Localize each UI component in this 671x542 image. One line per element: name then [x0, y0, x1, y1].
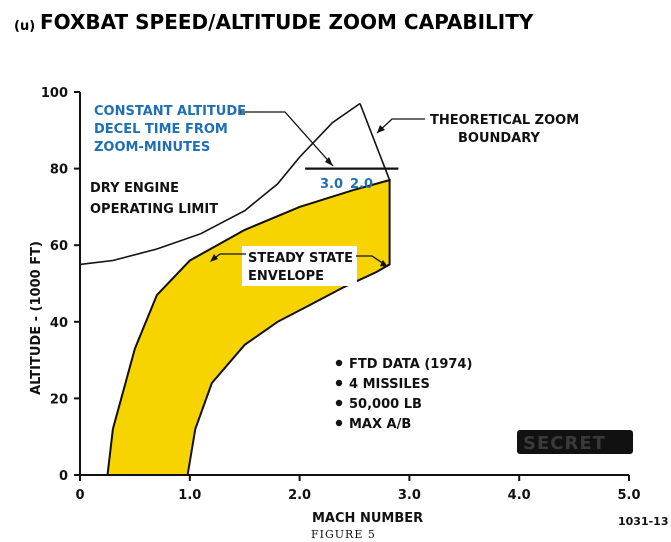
dry-engine-annotation: DRY ENGINE OPERATING LIMIT [90, 181, 218, 217]
envelope-layer [106, 178, 391, 476]
decel-arrowhead [325, 157, 333, 166]
y-tick-label: 100 [41, 86, 68, 101]
zoom-arrowhead [377, 125, 385, 133]
y-tick-label: 80 [50, 163, 68, 178]
classification-stamp: SECRET [517, 430, 633, 454]
title-prefix: (u) [14, 19, 35, 34]
bullet-icon [335, 419, 343, 427]
x-tick-label: 4.0 [508, 488, 531, 503]
steady-state-line-2: ENVELOPE [248, 269, 324, 284]
x-tick-label: 1.0 [178, 488, 201, 503]
decel-label-line-3: ZOOM-MINUTES [94, 140, 210, 155]
dry-engine-line-2: OPERATING LIMIT [90, 202, 218, 217]
zoom-leader-line [376, 118, 425, 134]
bullet-icon [335, 399, 343, 407]
steady-state-envelope-area [106, 178, 391, 476]
bullet-icon [335, 359, 343, 367]
x-axis-label: MACH NUMBER [312, 511, 423, 526]
y-axis-label: ALTITUDE - (1000 FT) [29, 241, 44, 395]
steady-arrow-left [210, 254, 218, 262]
dry-engine-line-1: DRY ENGINE [90, 181, 179, 196]
decel-label-line-1: CONSTANT ALTITUDE [94, 104, 246, 119]
x-tick-label: 3.0 [398, 488, 421, 503]
y-tick-label: 20 [50, 392, 68, 407]
dry-engine-operating-limit-line [79, 102, 361, 266]
x-tick-label: 5.0 [617, 488, 640, 503]
decel-time-annotation: CONSTANT ALTITUDE DECEL TIME FROM ZOOM-M… [94, 104, 373, 192]
document-number: 1031-13 [618, 515, 669, 528]
stamp-background [517, 430, 633, 454]
theoretical-zoom-boundary-line [359, 103, 391, 181]
conditions-list: FTD DATA (1974) 4 MISSILES 50,000 LB MAX… [335, 357, 472, 432]
theoretical-zoom-annotation: THEORETICAL ZOOM BOUNDARY [376, 113, 579, 146]
figure-caption: FIGURE 5 [311, 528, 376, 541]
axis-ticks: 0 1.0 2.0 3.0 4.0 5.0 0 20 40 60 80 100 [41, 86, 641, 503]
decel-label-line-2: DECEL TIME FROM [94, 122, 228, 137]
steady-leader-right [356, 255, 385, 265]
zoom-label-line-1: THEORETICAL ZOOM [430, 113, 579, 128]
zoom-label-line-2: BOUNDARY [458, 131, 541, 146]
y-tick-label: 0 [59, 469, 68, 484]
boundary-lines-layer [79, 102, 399, 266]
decel-value-2-0: 2.0 [350, 177, 373, 192]
condition-4: MAX A/B [349, 417, 411, 432]
bullet-icon [335, 379, 343, 387]
y-tick-label: 60 [50, 239, 68, 254]
steady-state-line-1: STEADY STATE [248, 251, 353, 266]
y-tick-label: 40 [50, 316, 68, 331]
decel-leader-line [240, 111, 334, 167]
x-tick-label: 2.0 [288, 488, 311, 503]
steady-state-annotation: STEADY STATE ENVELOPE [210, 246, 388, 286]
condition-2: 4 MISSILES [349, 377, 430, 392]
page-title: FOXBAT SPEED/ALTITUDE ZOOM CAPABILITY [40, 10, 534, 34]
decel-value-3-0: 3.0 [320, 177, 343, 192]
condition-3: 50,000 LB [349, 397, 422, 412]
condition-1: FTD DATA (1974) [349, 357, 472, 372]
x-tick-label: 0 [75, 488, 84, 503]
steady-state-label-bg [242, 246, 357, 286]
steady-arrow-right [380, 260, 388, 267]
classification-text: SECRET [523, 433, 606, 454]
